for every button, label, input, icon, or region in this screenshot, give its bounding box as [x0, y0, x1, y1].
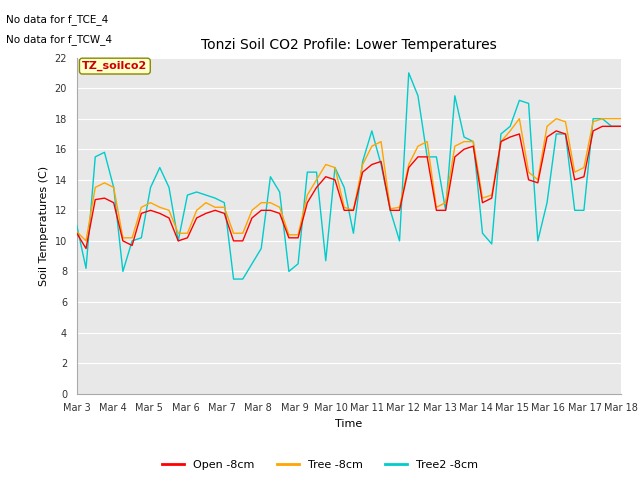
Y-axis label: Soil Temperatures (C): Soil Temperatures (C): [39, 166, 49, 286]
Text: TZ_soilco2: TZ_soilco2: [82, 61, 147, 71]
Legend: Open -8cm, Tree -8cm, Tree2 -8cm: Open -8cm, Tree -8cm, Tree2 -8cm: [157, 456, 483, 474]
Text: No data for f_TCE_4: No data for f_TCE_4: [6, 14, 109, 25]
X-axis label: Time: Time: [335, 419, 362, 429]
Text: No data for f_TCW_4: No data for f_TCW_4: [6, 34, 113, 45]
Title: Tonzi Soil CO2 Profile: Lower Temperatures: Tonzi Soil CO2 Profile: Lower Temperatur…: [201, 38, 497, 52]
